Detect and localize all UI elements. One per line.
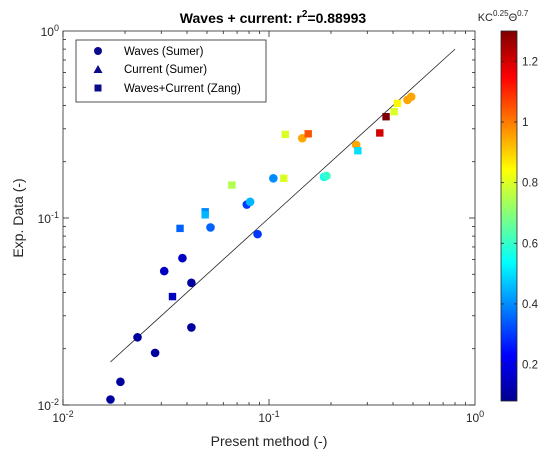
colorbar-tick-label: 1.2 [522,56,538,68]
legend-circle-marker [94,47,102,55]
data-point-circle [187,278,196,288]
data-point-circle [159,266,169,276]
colorbar-tick-label: 0.6 [522,238,538,250]
data-point-circle [253,229,262,239]
data-point-circle [150,348,160,358]
data-point-square [168,292,177,301]
legend-triangle-marker [93,65,103,73]
data-point-square [382,113,390,121]
colorbar: 0.2 0.4 0.6 0.8 1 1.2 KC0.25Θ0.7 [478,9,539,402]
data-point-square [393,99,402,108]
colorbar-ticks: 0.2 0.4 0.6 0.8 1 1.2 [501,56,539,372]
x-tick-label: 10-2 [52,409,73,425]
colorbar-gradient [500,30,518,402]
chart-title: Waves + current: r2=0.88993 [180,9,367,26]
data-point-circle [269,174,278,183]
y-tick-label: 10-2 [38,397,59,413]
colorbar-tick-label: 1 [522,117,528,129]
data-point-circle [133,333,142,342]
data-point-circle [322,171,331,181]
data-point-circle [245,197,255,207]
legend: Waves (Sumer) Current (Sumer) Waves+Curr… [75,39,267,103]
data-markers [106,92,416,404]
x-axis-label: Present method (-) [211,433,328,449]
data-point-circle [178,253,187,263]
data-point-square [280,174,288,183]
data-point-square [376,129,384,137]
colorbar-tick-label: 0.8 [522,178,538,190]
data-point-square [390,108,398,116]
colorbar-tick-label: 0.2 [522,360,538,372]
data-point-circle [106,395,115,404]
y-axis-label: Exp. Data (-) [10,178,26,257]
legend-label-current: Current (Sumer) [124,64,207,76]
data-point-circle [406,92,416,102]
legend-label-waves-current: Waves+Current (Zang) [124,83,241,95]
data-point-circle [116,377,125,387]
data-point-square [354,147,362,155]
data-point-circle [206,223,215,232]
colorbar-tick-label: 0.4 [522,299,539,311]
legend-box [75,39,267,103]
data-point-square [228,181,236,189]
legend-label-waves: Waves (Sumer) [124,46,204,58]
data-point-circle [297,133,307,143]
y-tick-label: 10-1 [38,210,59,226]
data-point-square [176,224,184,233]
data-point-circle [187,323,196,332]
data-point-square [304,130,312,138]
colorbar-label: KC0.25Θ0.7 [478,9,529,24]
x-tick-label: 100 [466,409,484,425]
data-point-square [201,211,209,219]
data-point-square [281,130,290,139]
legend-square-marker [94,84,102,92]
axis-ticks: 10-2 10-1 100 10-2 10-1 100 [38,23,485,425]
y-tick-label: 100 [41,23,59,39]
x-tick-label: 10-1 [258,409,279,425]
